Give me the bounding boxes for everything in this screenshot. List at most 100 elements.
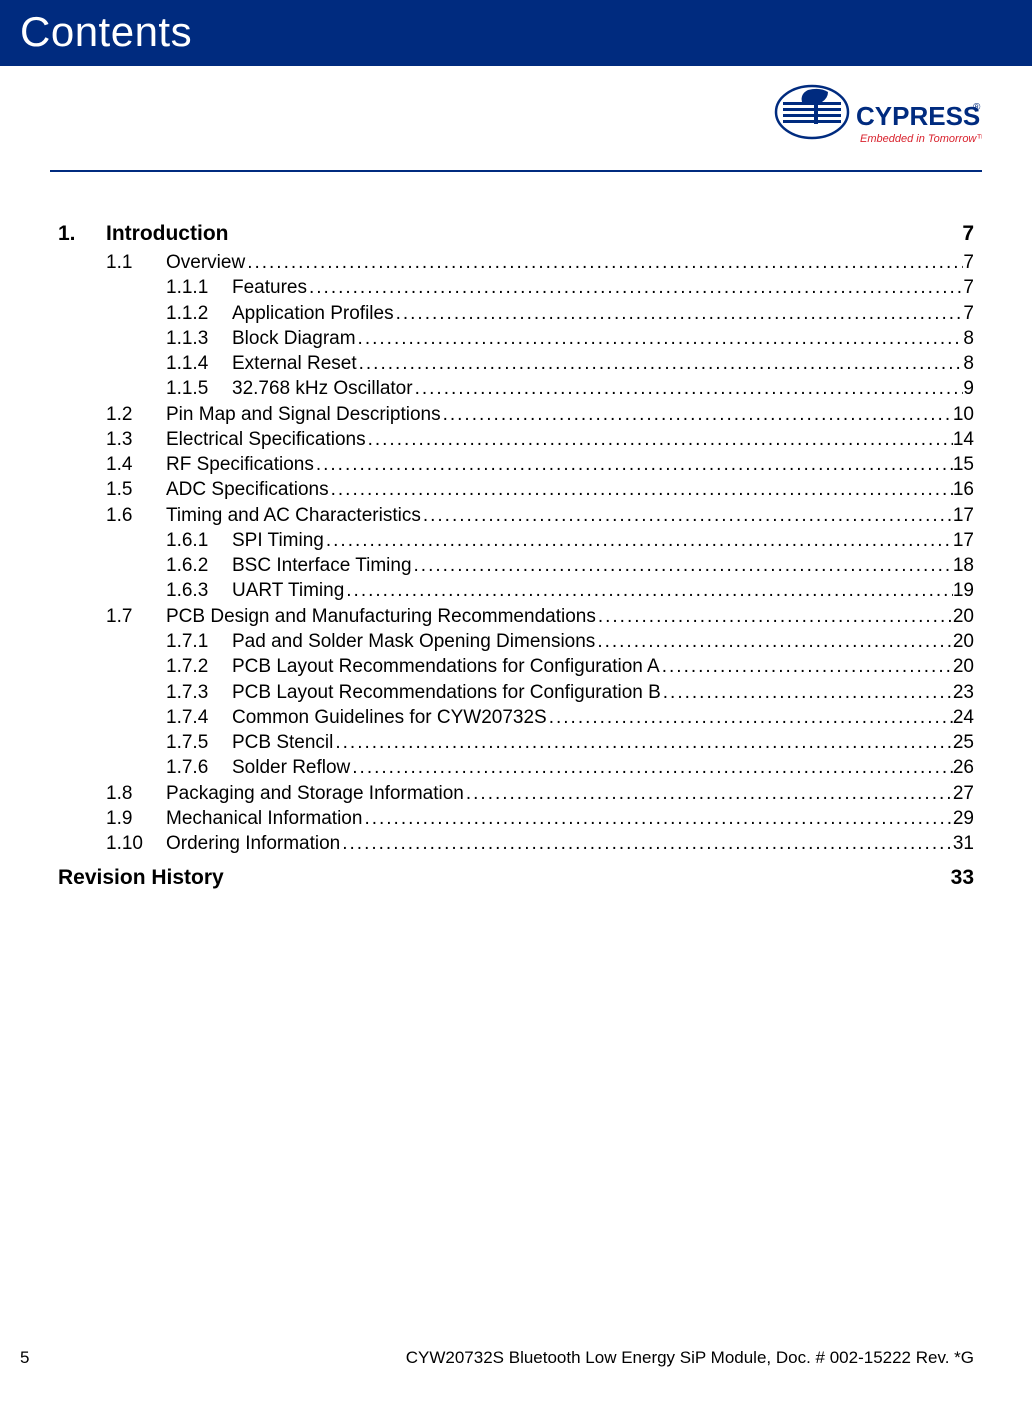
- toc-leader-dots: ........................................…: [344, 578, 953, 603]
- toc-page: 7: [963, 275, 974, 300]
- toc-title: Electrical Specifications: [166, 427, 366, 452]
- toc-title: PCB Layout Recommendations for Configura…: [232, 680, 661, 705]
- toc-row: 1.7.1Pad and Solder Mask Opening Dimensi…: [58, 629, 974, 654]
- toc-title: Ordering Information: [166, 831, 340, 856]
- toc-leader-dots: ........................................…: [329, 477, 953, 502]
- toc-page: 27: [953, 781, 974, 806]
- toc-row: 1.6.2BSC Interface Timing...............…: [58, 553, 974, 578]
- toc-title: Pad and Solder Mask Opening Dimensions: [232, 629, 595, 654]
- toc-title: Mechanical Information: [166, 806, 362, 831]
- toc-page: 17: [953, 503, 974, 528]
- toc-page: 8: [963, 351, 974, 376]
- toc-page: 26: [953, 755, 974, 780]
- toc-number: 1.1.1: [166, 275, 232, 300]
- revision-history-row: Revision History 33: [58, 866, 974, 890]
- toc-number: 1.6.2: [166, 553, 232, 578]
- toc-leader-dots: ........................................…: [350, 755, 953, 780]
- toc-row: 1.1.3Block Diagram......................…: [58, 326, 974, 351]
- toc-leader-dots: ........................................…: [307, 275, 963, 300]
- toc-title: Block Diagram: [232, 326, 356, 351]
- toc-page: 10: [953, 402, 974, 427]
- chapter-title: Introduction: [106, 222, 228, 246]
- toc-leader-dots: ........................................…: [547, 705, 953, 730]
- toc-number: 1.7.1: [166, 629, 232, 654]
- toc-page: 17: [953, 528, 974, 553]
- toc-title: PCB Layout Recommendations for Configura…: [232, 654, 660, 679]
- toc-title: PCB Stencil: [232, 730, 333, 755]
- title-bar: Contents: [0, 0, 1032, 66]
- toc-page: 18: [953, 553, 974, 578]
- toc-row: 1.1Overview.............................…: [58, 250, 974, 275]
- toc-row: 1.4RF Specifications....................…: [58, 452, 974, 477]
- toc-leader-dots: ........................................…: [357, 351, 964, 376]
- toc-row: 1.6.1SPI Timing.........................…: [58, 528, 974, 553]
- toc-title: Solder Reflow: [232, 755, 350, 780]
- toc-number: 1.6: [106, 503, 166, 528]
- revision-title: Revision History: [58, 866, 224, 890]
- chapter-heading: 1. Introduction 7: [58, 222, 974, 246]
- toc-number: 1.7.5: [166, 730, 232, 755]
- toc-number: 1.1: [106, 250, 166, 275]
- toc-number: 1.10: [106, 831, 166, 856]
- toc-leader-dots: ........................................…: [661, 680, 953, 705]
- toc-title: Application Profiles: [232, 301, 394, 326]
- toc-leader-dots: ........................................…: [660, 654, 953, 679]
- logo-area: CYPRESS ® Embedded in Tomorrow™: [0, 66, 1032, 164]
- toc-page: 20: [953, 604, 974, 629]
- footer-page-number: 5: [20, 1348, 29, 1368]
- toc-number: 1.4: [106, 452, 166, 477]
- toc-title: SPI Timing: [232, 528, 324, 553]
- toc-page: 14: [953, 427, 974, 452]
- toc-row: 1.2Pin Map and Signal Descriptions......…: [58, 402, 974, 427]
- toc-leader-dots: ........................................…: [356, 326, 964, 351]
- toc-row: 1.9Mechanical Information...............…: [58, 806, 974, 831]
- toc-row: 1.7.3PCB Layout Recommendations for Conf…: [58, 680, 974, 705]
- toc-number: 1.7.3: [166, 680, 232, 705]
- toc-title: BSC Interface Timing: [232, 553, 412, 578]
- toc-number: 1.5: [106, 477, 166, 502]
- toc-page: 7: [963, 301, 974, 326]
- toc-title: Overview: [166, 250, 245, 275]
- toc-title: Features: [232, 275, 307, 300]
- toc-number: 1.7: [106, 604, 166, 629]
- toc-title: PCB Design and Manufacturing Recommendat…: [166, 604, 596, 629]
- toc-row: 1.1.532.768 kHz Oscillator..............…: [58, 376, 974, 401]
- toc-row: 1.6Timing and AC Characteristics........…: [58, 503, 974, 528]
- logo-brand-text: CYPRESS: [856, 101, 980, 131]
- toc-page: 20: [953, 629, 974, 654]
- toc-title: UART Timing: [232, 578, 344, 603]
- toc-row: 1.7.6Solder Reflow......................…: [58, 755, 974, 780]
- toc-row: 1.7.5PCB Stencil........................…: [58, 730, 974, 755]
- toc-row: 1.1.2Application Profiles...............…: [58, 301, 974, 326]
- toc-leader-dots: ........................................…: [362, 806, 952, 831]
- toc-row: 1.7PCB Design and Manufacturing Recommen…: [58, 604, 974, 629]
- toc-number: 1.6.3: [166, 578, 232, 603]
- logo-tagline: Embedded in Tomorrow™: [860, 133, 982, 145]
- toc-leader-dots: ........................................…: [412, 553, 953, 578]
- toc-row: 1.7.2PCB Layout Recommendations for Conf…: [58, 654, 974, 679]
- toc-row: 1.3Electrical Specifications............…: [58, 427, 974, 452]
- toc-content: 1. Introduction 7 1.1Overview...........…: [0, 172, 1032, 890]
- toc-leader-dots: ........................................…: [464, 781, 953, 806]
- toc-page: 8: [963, 326, 974, 351]
- toc-leader-dots: ........................................…: [314, 452, 953, 477]
- toc-title: ADC Specifications: [166, 477, 329, 502]
- toc-leader-dots: ........................................…: [340, 831, 953, 856]
- toc-title: RF Specifications: [166, 452, 314, 477]
- chapter-page: 7: [962, 222, 974, 246]
- toc-title: Common Guidelines for CYW20732S: [232, 705, 547, 730]
- toc-title: External Reset: [232, 351, 357, 376]
- toc-leader-dots: ........................................…: [333, 730, 952, 755]
- toc-number: 1.1.2: [166, 301, 232, 326]
- toc-leader-dots: ........................................…: [596, 604, 953, 629]
- toc-page: 20: [953, 654, 974, 679]
- toc-leader-dots: ........................................…: [441, 402, 953, 427]
- toc-page: 15: [953, 452, 974, 477]
- toc-page: 29: [953, 806, 974, 831]
- toc-page: 23: [953, 680, 974, 705]
- toc-leader-dots: ........................................…: [421, 503, 953, 528]
- toc-page: 25: [953, 730, 974, 755]
- toc-title: Packaging and Storage Information: [166, 781, 464, 806]
- page-footer: 5 CYW20732S Bluetooth Low Energy SiP Mod…: [0, 1348, 1032, 1368]
- toc-page: 16: [953, 477, 974, 502]
